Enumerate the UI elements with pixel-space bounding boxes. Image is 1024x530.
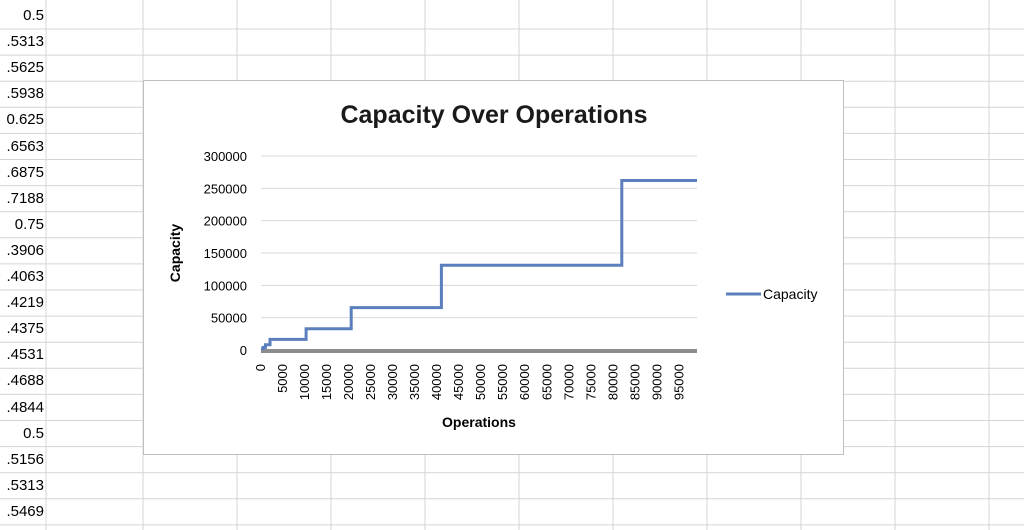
legend-label: Capacity (763, 286, 817, 302)
cell-a-value[interactable]: .4375 (6, 320, 44, 338)
x-tick-label: 65000 (539, 364, 554, 400)
cell-a-value[interactable]: .4844 (6, 398, 44, 416)
cell-a-value[interactable]: .5313 (6, 33, 44, 51)
cell-a-value[interactable]: .5156 (6, 450, 44, 468)
cell-a-value[interactable]: .7188 (6, 189, 44, 207)
x-tick-label: 20000 (341, 364, 356, 400)
x-tick-label: 75000 (583, 364, 598, 400)
x-tick-label: 35000 (407, 364, 422, 400)
x-tick-label: 85000 (627, 364, 642, 400)
x-tick-label: 5000 (275, 364, 290, 393)
x-tick-label: 55000 (495, 364, 510, 400)
x-tick-label: 10000 (297, 364, 312, 400)
y-tick-label: 250000 (204, 181, 247, 196)
capacity-series-line (261, 179, 697, 351)
y-tick-label: 0 (240, 343, 247, 358)
x-tick-label: 60000 (517, 364, 532, 400)
y-tick-label: 200000 (204, 214, 247, 229)
x-tick-label: 25000 (363, 364, 378, 400)
cell-a-value[interactable]: 0.625 (6, 111, 44, 129)
x-tick-label: 30000 (385, 364, 400, 400)
y-tick-label: 150000 (204, 246, 247, 261)
capacity-chart: Capacity Over Operations0500001000001500… (167, 101, 817, 430)
x-tick-label: 0 (253, 364, 268, 371)
cell-a-value[interactable]: .4688 (6, 372, 44, 390)
y-tick-label: 100000 (204, 278, 247, 293)
cell-a-value[interactable]: .6563 (6, 137, 44, 155)
cell-a-value[interactable]: .5938 (6, 85, 44, 103)
x-axis-title: Operations (442, 414, 516, 430)
cell-a-value[interactable]: .4219 (6, 294, 44, 312)
cell-a-value[interactable]: .4063 (6, 268, 44, 285)
cell-a-value[interactable]: .6875 (6, 163, 44, 181)
y-tick-label: 50000 (211, 311, 247, 326)
cell-a-value[interactable]: 0.75 (14, 215, 44, 233)
y-tick-label: 300000 (204, 149, 247, 164)
x-tick-label: 80000 (605, 364, 620, 400)
x-tick-label: 50000 (473, 364, 488, 400)
y-axis-title: Capacity (167, 224, 183, 283)
x-tick-label: 90000 (649, 364, 664, 400)
x-tick-label: 15000 (319, 364, 334, 400)
cell-a-value[interactable]: .5469 (6, 502, 44, 520)
chart-area[interactable]: Capacity Over Operations 0 50000 100000 1500… (143, 80, 844, 455)
x-tick-label: 40000 (429, 364, 444, 400)
cell-a-value[interactable]: 0.5 (23, 424, 44, 442)
x-tick-label: 95000 (671, 364, 686, 400)
x-tick-label: 45000 (451, 364, 466, 400)
cell-a-value[interactable]: .5625 (6, 59, 44, 77)
cell-a-value[interactable]: .4531 (6, 346, 44, 364)
cell-a-value[interactable]: .3906 (6, 241, 44, 259)
cell-a-value[interactable]: .5313 (6, 476, 44, 494)
x-tick-label: 70000 (561, 364, 576, 400)
chart-title: Capacity Over Operations (340, 101, 647, 129)
cell-a-value[interactable]: 0.5 (23, 7, 44, 24)
